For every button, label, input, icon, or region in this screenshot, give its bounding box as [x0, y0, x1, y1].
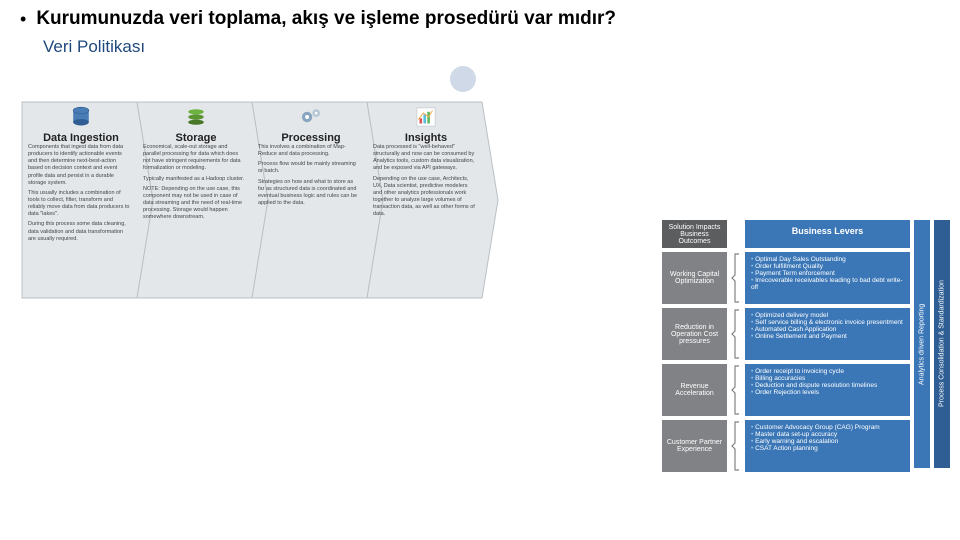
bracket-icon — [731, 252, 741, 304]
lever-item: Irrecoverable receivables leading to bad… — [751, 277, 904, 291]
pipeline-stage: ProcessingThis involves a combination of… — [250, 100, 380, 300]
lever-item: Order receipt to invoicing cycle — [751, 368, 904, 375]
stage-description: This involves a combination of Map-Reduc… — [258, 144, 360, 210]
subtitle-box: Veri Politikası — [36, 34, 152, 60]
bullet-icon: • — [20, 9, 26, 30]
outcome-label: Revenue Acceleration — [662, 364, 727, 416]
stage-description: Economical, scale-out storage and parall… — [143, 144, 245, 224]
business-impact-matrix: Solution Impacts Business Outcomes Workin… — [662, 220, 950, 472]
chart-icon — [413, 104, 439, 130]
lever-list: Customer Advocacy Group (CAG) ProgramMas… — [745, 420, 910, 472]
subtitle-text: Veri Politikası — [43, 37, 145, 56]
bracket-icon — [731, 308, 741, 360]
lever-item: Online Settlement and Payment — [751, 333, 904, 340]
pipeline-stage: StorageEconomical, scale-out storage and… — [135, 100, 265, 300]
vertical-sidebar: Analytics driven Reporting — [914, 220, 930, 468]
bracket-icon — [731, 420, 741, 472]
lever-item: Order Rejection levels — [751, 389, 904, 396]
lever-item: Self service billing & electronic invoic… — [751, 319, 904, 326]
stage-title: Storage — [145, 132, 247, 144]
question-row: • Kurumunuzda veri toplama, akış ve işle… — [20, 8, 940, 30]
lever-item: Automated Cash Application — [751, 326, 904, 333]
pipeline-stage: InsightsData processed is "well-behaved"… — [365, 100, 495, 300]
lever-item: CSAT Action planning — [751, 445, 904, 452]
stage-description: Components that ingest data from data pr… — [28, 144, 130, 246]
lever-item: Order fulfillment Quality — [751, 263, 904, 270]
decorative-circle-icon — [450, 66, 476, 92]
lever-list: Order receipt to invoicing cycleBilling … — [745, 364, 910, 416]
stage-title: Processing — [260, 132, 362, 144]
outcome-label: Working Capital Optimization — [662, 252, 727, 304]
lever-item: Optimized delivery model — [751, 312, 904, 319]
gears-icon — [298, 104, 324, 130]
question-text: Kurumunuzda veri toplama, akış ve işleme… — [36, 8, 616, 30]
pipeline-stage: Data IngestionComponents that ingest dat… — [20, 100, 150, 300]
lever-list: Optimized delivery modelSelf service bil… — [745, 308, 910, 360]
cylinder-db-icon — [68, 104, 94, 130]
lever-item: Master data set-up accuracy — [751, 431, 904, 438]
levers-header: Business Levers — [745, 220, 910, 248]
bracket-icon — [731, 364, 741, 416]
outcome-label: Customer Partner Experience — [662, 420, 727, 472]
lever-item: Deduction and dispute resolution timelin… — [751, 382, 904, 389]
lever-item: Optimal Day Sales Outstanding — [751, 256, 904, 263]
lever-item: Customer Advocacy Group (CAG) Program — [751, 424, 904, 431]
lever-list: Optimal Day Sales OutstandingOrder fulfi… — [745, 252, 910, 304]
lever-item: Early warning and escalation — [751, 438, 904, 445]
stack-disks-icon — [183, 104, 209, 130]
impact-header: Solution Impacts Business Outcomes — [662, 220, 727, 248]
stage-description: Data processed is "well-behaved" structu… — [373, 144, 475, 221]
stage-title: Data Ingestion — [30, 132, 132, 144]
lever-item: Billing accuracies — [751, 375, 904, 382]
lever-item: Payment Term enforcement — [751, 270, 904, 277]
vertical-sidebar: Process Consolidation & Standardization — [934, 220, 950, 468]
data-pipeline-diagram: Data IngestionComponents that ingest dat… — [20, 100, 480, 300]
outcome-label: Reduction in Operation Cost pressures — [662, 308, 727, 360]
stage-title: Insights — [375, 132, 477, 144]
